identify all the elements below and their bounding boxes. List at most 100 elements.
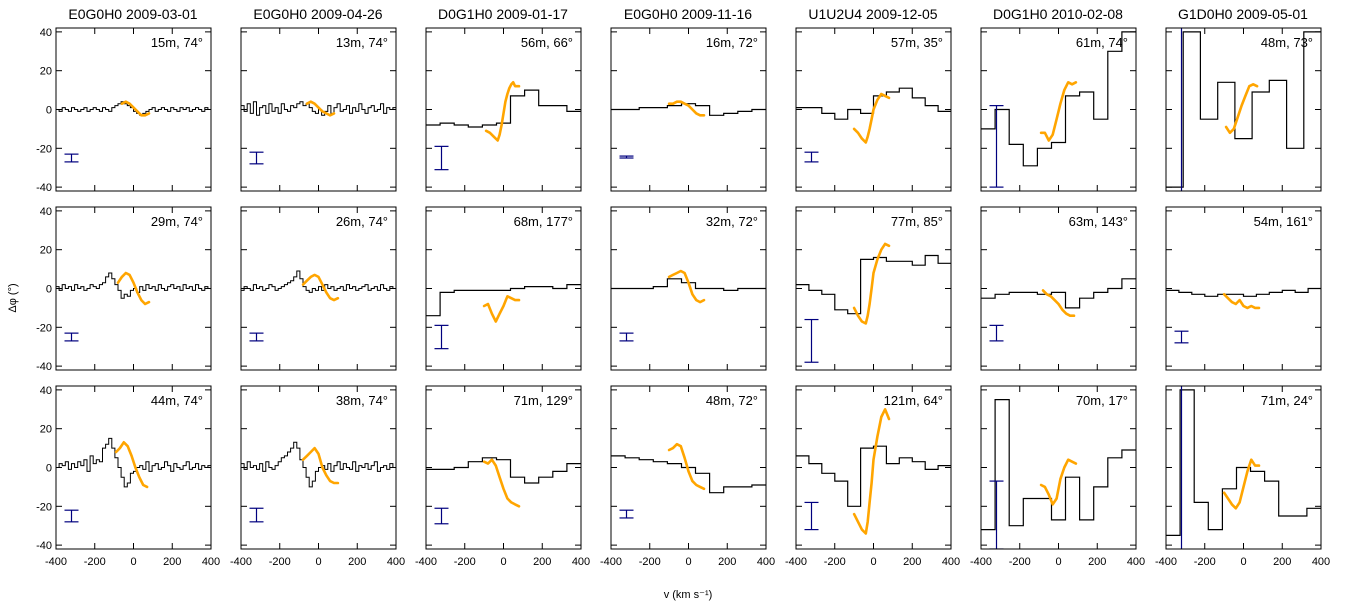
model-curve — [1224, 83, 1259, 135]
x-tick-label: 200 — [1273, 556, 1291, 568]
x-tick-label: 0 — [315, 556, 321, 568]
model-curve — [852, 92, 891, 144]
observed-histogram — [981, 278, 1136, 309]
observed-histogram — [56, 101, 211, 116]
model-curve — [1039, 458, 1078, 506]
error-bar — [249, 507, 264, 523]
model-curve — [301, 446, 340, 485]
x-tick-label: -400 — [970, 556, 992, 568]
model-curve — [120, 100, 151, 117]
model-curve — [1222, 458, 1261, 510]
column-title-1: E0G0H0 2009-03-01 — [68, 6, 197, 22]
panel-r3-c2: 38m, 74° -400 -200 0 200 400 — [230, 385, 405, 568]
observed-histogram — [981, 399, 1136, 531]
x-tick-label: 0 — [130, 556, 136, 568]
column-title-5: U1U2U4 2009-12-05 — [808, 6, 937, 22]
model-curve — [482, 458, 521, 508]
panel-annotation: 48m, 72° — [706, 393, 758, 408]
y-tick-label: 20 — [40, 245, 52, 257]
y-tick-label: 40 — [40, 27, 52, 39]
x-tick-label: -400 — [415, 556, 437, 568]
x-tick-label: -200 — [84, 556, 106, 568]
panel-r2-c2: 26m, 74° — [240, 206, 397, 371]
error-bar — [1174, 330, 1189, 344]
x-tick-label: 0 — [870, 556, 876, 568]
panel-frame — [795, 385, 952, 550]
panel-r1-c3: 56m, 66° — [425, 27, 582, 192]
error-bar — [619, 155, 634, 159]
model-curve — [114, 440, 149, 489]
x-tick-label: 0 — [500, 556, 506, 568]
error-bar — [1180, 386, 1183, 549]
x-tick-label: 200 — [1088, 556, 1106, 568]
observed-histogram — [241, 101, 396, 116]
observed-histogram — [56, 437, 211, 488]
error-bar — [249, 151, 264, 165]
model-curve — [852, 242, 891, 325]
model-curve — [301, 273, 340, 302]
model-curve — [667, 100, 706, 117]
panel-frame — [425, 206, 582, 371]
panel-frame — [1165, 385, 1322, 550]
observed-histogram — [981, 31, 1136, 167]
model-curve — [667, 442, 706, 491]
model-curve — [1039, 81, 1078, 142]
panel-frame — [1165, 27, 1322, 192]
x-tick-label: 200 — [533, 556, 551, 568]
y-tick-label: 40 — [40, 385, 52, 397]
observed-histogram — [1166, 389, 1321, 536]
column-title-3: D0G1H0 2009-01-17 — [438, 6, 568, 22]
panel-annotation: 15m, 74° — [151, 35, 203, 50]
y-tick-label: -20 — [36, 322, 52, 334]
panel-annotation: 71m, 129° — [514, 393, 573, 408]
panel-annotation: 57m, 35° — [891, 35, 943, 50]
x-tick-label: 400 — [572, 556, 590, 568]
x-tick-label: -400 — [1155, 556, 1177, 568]
x-tick-label: -200 — [269, 556, 291, 568]
panel-frame — [240, 385, 397, 550]
observed-histogram — [796, 254, 951, 315]
panel-r3-c3: 71m, 129° -400 -200 0 200 400 — [415, 385, 590, 568]
x-tick-label: 200 — [348, 556, 366, 568]
error-bar — [989, 480, 1004, 549]
panel-frame — [55, 206, 212, 371]
axis-ticks — [55, 386, 212, 549]
x-tick-label: 400 — [757, 556, 775, 568]
x-tick-label: -200 — [639, 556, 661, 568]
panel-frame — [980, 27, 1137, 192]
panel-annotation: 63m, 143° — [1069, 214, 1128, 229]
panel-r1-c6: 61m, 74° — [980, 27, 1137, 192]
panel-frame — [240, 206, 397, 371]
error-bar — [619, 332, 634, 342]
x-tick-label: 400 — [942, 556, 960, 568]
model-curve — [484, 81, 521, 142]
x-tick-label: 200 — [903, 556, 921, 568]
x-tick-label: -200 — [454, 556, 476, 568]
error-bar — [619, 509, 634, 519]
panel-r3-c5: 121m, 64° -400 -200 0 200 400 — [785, 385, 960, 568]
column-title-7: G1D0H0 2009-05-01 — [1178, 6, 1308, 22]
panel-r2-c3: 68m, 177° — [425, 206, 582, 371]
observed-histogram — [426, 284, 581, 317]
error-bar — [1180, 28, 1183, 191]
panel-r3-c4: 48m, 72° -400 -200 0 200 400 — [600, 385, 775, 568]
error-bar — [434, 507, 449, 525]
panel-annotation: 54m, 161° — [1254, 214, 1313, 229]
x-tick-label: 400 — [387, 556, 405, 568]
model-curve — [1222, 292, 1261, 310]
model-curve — [482, 294, 521, 323]
x-tick-label: 200 — [718, 556, 736, 568]
x-tick-label: -200 — [1009, 556, 1031, 568]
error-bar — [434, 145, 449, 171]
panel-r1-c1: 15m, 74° -40 -20 0 20 40 — [36, 27, 212, 194]
panel-annotation: 56m, 66° — [521, 35, 573, 50]
panel-r2-c1: 29m, 74° -40 -20 0 20 40 — [36, 206, 212, 373]
error-bar — [64, 153, 79, 163]
panel-frame — [610, 385, 767, 550]
panel-r2-c5: 77m, 85° — [795, 206, 952, 371]
axis-ticks — [1165, 207, 1322, 370]
y-tick-label: 40 — [40, 206, 52, 218]
panel-annotation: 61m, 74° — [1076, 35, 1128, 50]
axis-ticks — [1165, 28, 1322, 191]
